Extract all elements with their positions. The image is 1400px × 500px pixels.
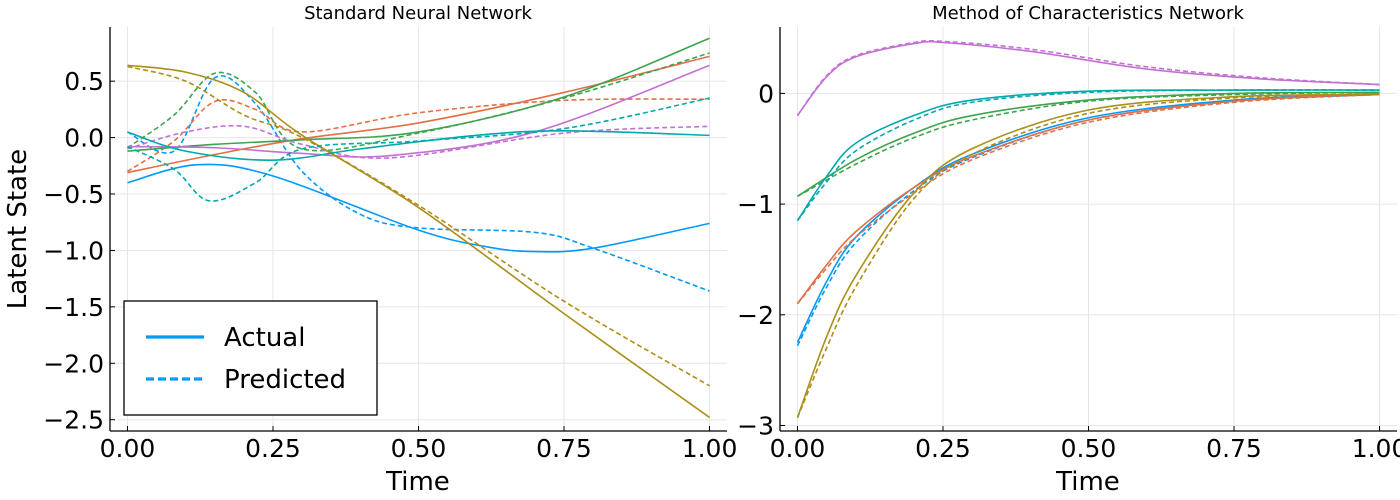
series-1-predicted-line: [796, 93, 1380, 305]
y-tick-label: −1.0: [43, 236, 104, 265]
y-tick-label: 0: [758, 79, 774, 108]
series-2-actual-line: [127, 37, 710, 152]
series-4-predicted-line: [796, 93, 1380, 419]
y-axis-label: Latent State: [3, 149, 33, 309]
legend-label: Predicted: [224, 365, 346, 395]
x-tick-label: 0.50: [1061, 434, 1117, 463]
series-3-actual-line: [796, 40, 1380, 117]
series-1-predicted-line: [127, 98, 710, 173]
x-tick-label: 0.75: [1206, 434, 1262, 463]
series-2-predicted-line: [797, 91, 1380, 198]
y-tick-label: −2: [737, 301, 774, 330]
legend: Actual Predicted: [123, 300, 378, 416]
x-tick-label: 0.50: [391, 434, 447, 463]
series-5-predicted-line: [796, 89, 1380, 222]
panel-title: Standard Neural Network: [304, 3, 532, 24]
x-tick-label: 0.00: [100, 434, 156, 463]
y-tick-label: 0.0: [64, 124, 104, 153]
x-axis-label: Time: [385, 467, 450, 497]
panel-method-of-characteristics-network: Method of Characteristics Network Time 0…: [737, 3, 1400, 497]
y-tick-label: −1.5: [43, 293, 104, 322]
series-0-predicted-line: [127, 75, 710, 292]
legend-label: Actual: [224, 323, 305, 353]
panel-title: Method of Characteristics Network: [932, 3, 1244, 24]
y-tick-label: 0.5: [64, 67, 104, 96]
x-tick-label: 1.00: [1352, 434, 1400, 463]
y-tick-label: −1: [737, 190, 774, 219]
legend-box: [123, 300, 378, 416]
series-group: [796, 39, 1380, 419]
series-0-actual-line: [127, 163, 710, 253]
y-tick-label: −2.0: [43, 349, 104, 378]
x-tick-label: 0.25: [245, 434, 301, 463]
x-tick-label: 0.75: [536, 434, 592, 463]
series-1-actual-line: [796, 92, 1380, 305]
y-tick-label: −0.5: [43, 180, 104, 209]
x-axis-label: Time: [1055, 467, 1120, 497]
y-tick-label: −2.5: [43, 406, 104, 435]
series-0-predicted-line: [796, 93, 1380, 347]
series-group: [126, 37, 711, 419]
series-2-actual-line: [797, 91, 1380, 198]
series-3-predicted-line: [796, 39, 1380, 117]
x-tick-label: 1.00: [682, 434, 738, 463]
series-4-actual-line: [796, 93, 1380, 418]
series-3-actual-line: [127, 64, 710, 158]
series-4-predicted-line: [127, 65, 710, 387]
y-tick-label: −3: [737, 411, 774, 440]
x-tick-label: 0.25: [915, 434, 971, 463]
series-5-predicted-line: [127, 97, 710, 202]
panel-standard-neural-network: Standard Neural Network Time Latent Stat…: [3, 3, 737, 497]
x-tick-label: 0.00: [770, 434, 826, 463]
series-2-predicted-line: [126, 52, 710, 152]
series-5-actual-line: [127, 130, 710, 161]
